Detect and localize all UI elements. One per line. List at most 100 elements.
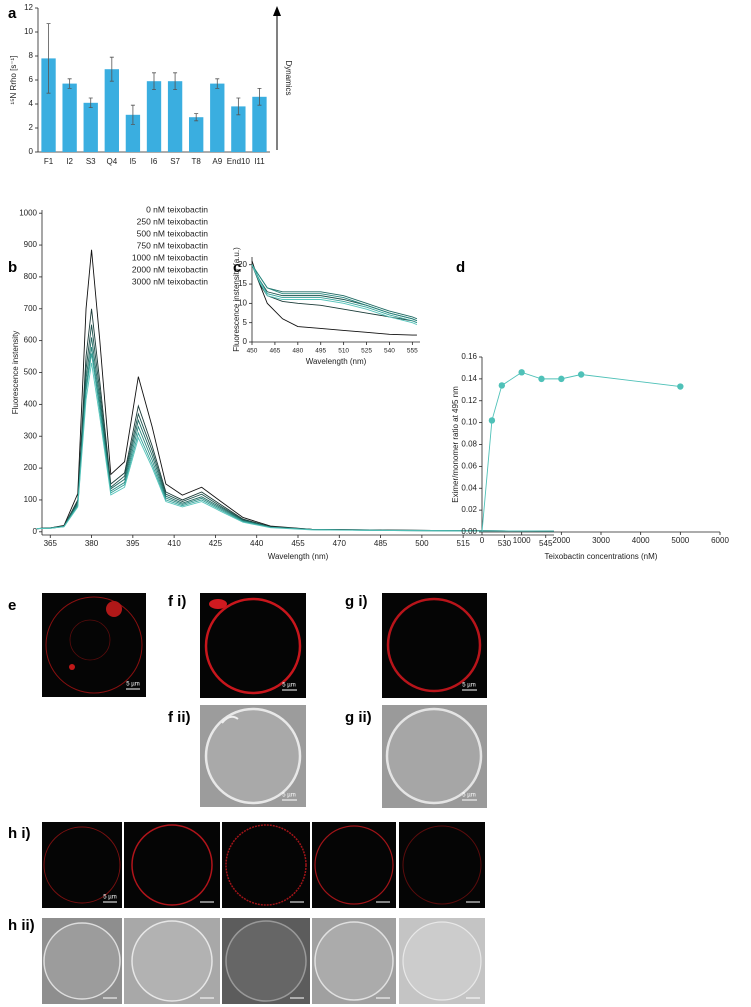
x-tick-label: 510 [338,348,349,355]
y-tick-label: 400 [24,399,38,408]
panel-label: h i) [8,825,31,842]
legend-entry: 3000 nM teixobactin [132,276,208,286]
y-tick-label: 600 [24,336,38,345]
x-tick-label: 410 [167,539,181,548]
error-bar [67,78,72,89]
error-bar [130,104,135,125]
bar [146,81,162,152]
point [518,369,525,376]
y-tick-label: 12 [24,3,33,12]
panel-label: g i) [345,593,368,610]
x-tick-label: 455 [291,539,305,548]
legend-entry: 500 nM teixobactin [137,228,209,238]
bar [189,117,204,152]
error-bar [109,56,114,82]
bar [83,102,98,152]
panel-label: c [233,259,241,276]
x-tick-label: 0 [480,536,485,545]
y-tick-label: 0.00 [461,527,477,536]
error-bar [173,72,178,90]
y-tick-label: 20 [238,260,247,269]
x-tick-label: 6000 [711,536,729,545]
x-tick-label: I5 [130,157,137,166]
annotation: Dynamics [284,60,293,95]
point [498,382,506,389]
x-tick-label: 555 [407,348,418,355]
panel-label: f ii) [168,709,191,726]
y-tick-label: 1000 [19,208,37,217]
point [677,383,684,390]
scale-bar-label: 5 µm [282,683,295,689]
bar [125,114,141,152]
series-line [36,362,555,532]
x-tick-label: 470 [333,539,347,548]
panel-label: a [8,5,17,22]
x-tick-label: 500 [415,539,429,548]
legend-entry: 1000 nM teixobactin [132,252,208,262]
x-tick-label: I2 [66,157,73,166]
x-tick-label: T8 [192,157,202,166]
x-axis-label: Wavelength (nm) [268,552,329,561]
y-tick-label: 500 [24,368,38,377]
scale-bar-label: 5 µm [282,793,295,799]
x-tick-label: 365 [44,539,58,548]
y-tick-label: 700 [24,304,38,313]
x-tick-label: A9 [212,157,222,166]
x-tick-label: 4000 [632,536,650,545]
y-tick-label: 10 [24,27,33,36]
y-tick-label: 900 [24,240,38,249]
image-e: 5 µm [42,593,146,697]
y-tick-label: 15 [238,279,247,288]
x-tick-label: 440 [250,539,264,548]
series-line [251,264,418,322]
error-bar [215,78,220,89]
bar [231,106,246,152]
scale-bar-label: 5 µm [126,682,139,688]
image-f-ii: 5 µm [200,705,306,807]
bar [210,83,225,152]
y-tick-label: 0.16 [461,352,477,361]
x-tick-label: 530 [498,539,512,548]
image-g-i: 5 µm [382,593,487,698]
image-g-ii: 5 µm [382,705,487,808]
point [577,371,585,378]
y-tick-label: 0.02 [461,505,477,514]
scale-bar-label: 5 µm [103,895,116,901]
scale-bar-label: 5 µm [462,793,475,799]
series-line [251,264,418,324]
y-tick-label: 0.04 [461,483,477,492]
series-line [251,264,418,326]
bar [41,58,56,152]
x-tick-label: 515 [456,539,470,548]
x-tick-label: S3 [86,157,96,166]
series-line [481,371,681,533]
legend-entry: 0 nM teixobactin [146,204,208,214]
x-tick-label: F1 [44,157,54,166]
x-tick-label: 485 [374,539,388,548]
x-tick-label: 5000 [671,536,689,545]
bar [62,83,77,152]
series-line [36,337,555,532]
x-tick-label: 525 [361,348,372,355]
x-tick-label: I11 [254,157,265,166]
y-axis-label: Eximer/monomer ratio at 495 nm [451,386,460,503]
y-tick-label: 0.08 [461,440,477,449]
y-tick-label: 2 [29,123,34,132]
y-tick-label: 0 [29,147,34,156]
x-tick-label: 380 [85,539,99,548]
error-bar [152,72,156,90]
y-tick-label: 300 [24,431,38,440]
x-axis-label: Teixobactin concentrations (nM) [545,552,658,561]
legend-entry: 250 nM teixobactin [137,216,209,226]
y-tick-label: 0.10 [461,418,477,427]
error-bar [46,23,51,94]
bar [104,69,119,152]
x-tick-label: 540 [384,348,395,355]
bar [252,96,267,152]
error-bar [236,97,241,116]
panel-label: d [456,259,465,276]
panel-label: g ii) [345,709,372,726]
bar [167,81,183,152]
panel-label: b [8,259,17,276]
y-axis-label: ¹⁵N Rrho [s⁻¹] [9,56,18,105]
